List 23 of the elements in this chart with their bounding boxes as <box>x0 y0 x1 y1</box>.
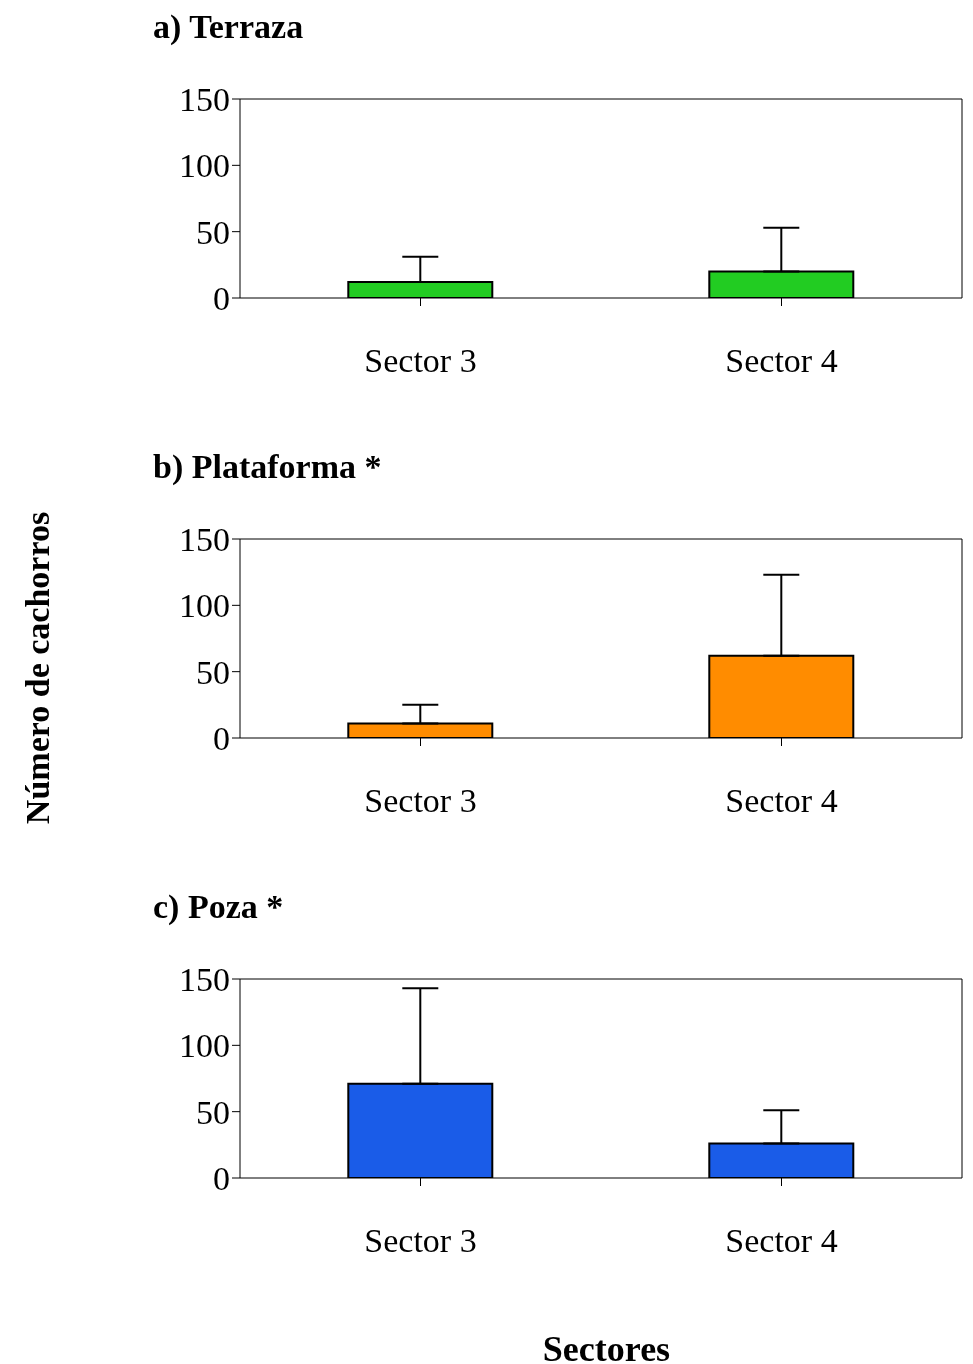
y-tick-label: 100 <box>179 1027 230 1065</box>
y-tick-label: 0 <box>213 280 230 318</box>
y-axis-title: Número de cachorros <box>19 511 57 825</box>
x-axis-title: Sectores <box>541 1328 672 1364</box>
x-tick-label: Sector 3 <box>364 1222 477 1260</box>
y-tick-label: 0 <box>213 720 230 758</box>
y-tick-label: 150 <box>179 81 230 119</box>
x-tick-label: Sector 4 <box>725 782 838 820</box>
y-tick-label: 150 <box>179 961 230 999</box>
y-tick-label: 150 <box>179 521 230 559</box>
y-tick-label: 50 <box>196 213 230 251</box>
y-tick-label: 0 <box>213 1160 230 1198</box>
y-tick-label: 50 <box>196 653 230 691</box>
chart-title: b) Plataforma * <box>152 448 383 487</box>
chart-title: a) Terraza <box>152 8 305 47</box>
y-tick-label: 50 <box>196 1093 230 1131</box>
chart-title: c) Poza * <box>152 888 285 927</box>
x-tick-label: Sector 3 <box>364 782 477 820</box>
y-tick-label: 100 <box>179 587 230 625</box>
x-tick-label: Sector 4 <box>725 1222 838 1260</box>
x-tick-label: Sector 3 <box>364 342 477 380</box>
x-tick-label: Sector 4 <box>725 342 838 380</box>
y-tick-label: 100 <box>179 147 230 185</box>
